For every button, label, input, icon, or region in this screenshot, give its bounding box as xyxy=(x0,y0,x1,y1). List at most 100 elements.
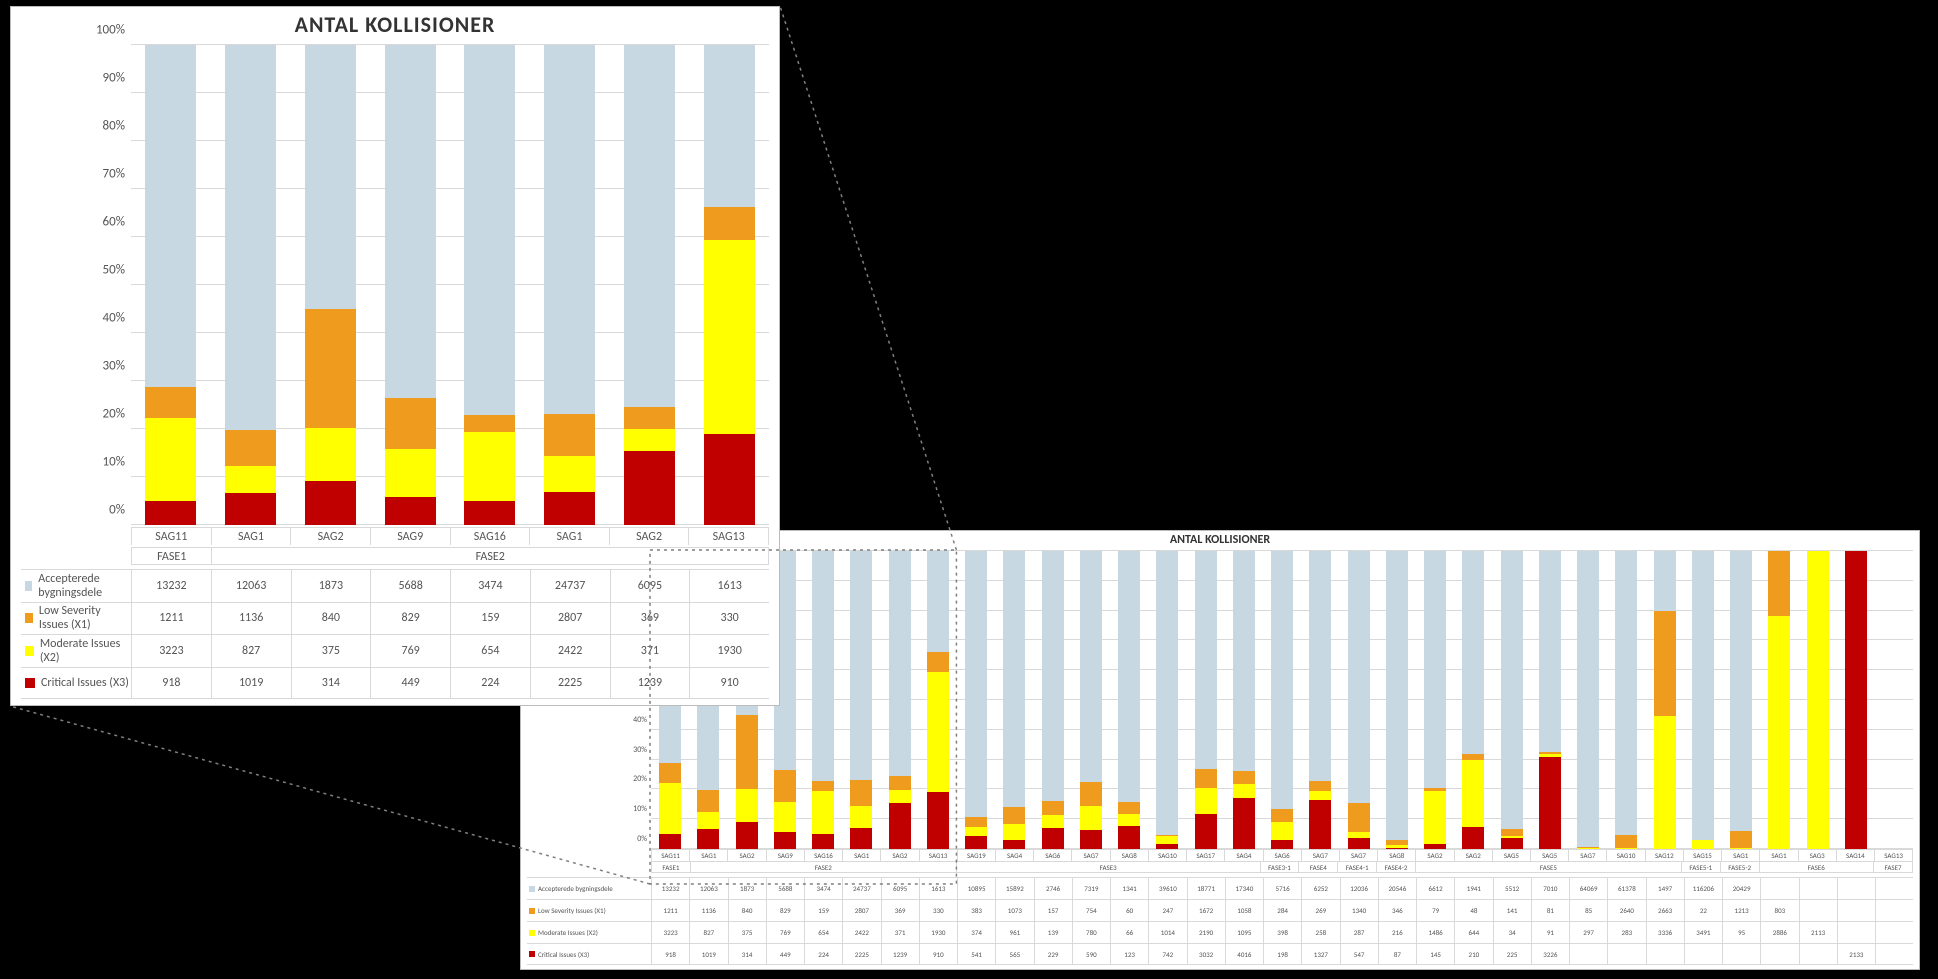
table-cell: 541 xyxy=(957,943,995,965)
bar-seg-moderate xyxy=(697,812,719,828)
bar-seg-low xyxy=(850,780,872,806)
bar-seg-low xyxy=(544,414,595,456)
bar xyxy=(1883,551,1905,849)
table-cell: 1019 xyxy=(211,667,291,700)
bar-seg-accepted xyxy=(1003,551,1025,807)
table-cell: 1211 xyxy=(651,899,689,921)
bar-seg-moderate xyxy=(624,429,675,451)
bar-seg-low xyxy=(927,652,949,673)
bar-seg-moderate xyxy=(544,456,595,492)
table-cell: 4016 xyxy=(1225,943,1263,965)
bar-seg-moderate xyxy=(965,827,987,836)
detail-chart-plot: 0%10%20%30%40%50%60%70%80%90%100% xyxy=(131,45,769,525)
table-cell: 141 xyxy=(1493,899,1531,921)
bar-seg-moderate xyxy=(889,790,911,804)
table-cell: 66 xyxy=(1110,921,1148,943)
table-cell: 918 xyxy=(651,943,689,965)
x-label: SAG11 xyxy=(131,527,212,545)
table-cell: 910 xyxy=(919,943,957,965)
table-cell xyxy=(1837,899,1875,921)
x-label: SAG11 xyxy=(651,849,690,861)
table-cell: 87 xyxy=(1378,943,1416,965)
legend-label: Critical Issues (X3) xyxy=(538,950,589,959)
table-cell: 79 xyxy=(1416,899,1454,921)
bar-seg-critical xyxy=(774,832,796,849)
bar-seg-moderate xyxy=(1386,845,1408,848)
table-cell: 3336 xyxy=(1646,921,1684,943)
x-label: SAG7 xyxy=(1302,849,1340,861)
table-cell xyxy=(1684,943,1722,965)
bar-seg-moderate xyxy=(927,672,949,792)
bar-seg-critical xyxy=(385,497,436,525)
x-label: SAG15 xyxy=(1684,849,1722,861)
bar-seg-moderate xyxy=(225,466,276,492)
table-cell: 1672 xyxy=(1187,899,1225,921)
bar-seg-critical xyxy=(1348,838,1370,849)
bar-seg-moderate xyxy=(1768,616,1790,849)
bar xyxy=(1386,551,1408,849)
table-cell: 565 xyxy=(995,943,1033,965)
table-row-header: Moderate Issues (X2) xyxy=(527,921,651,943)
table-cell: 95 xyxy=(1722,921,1760,943)
bar-seg-moderate xyxy=(1042,815,1064,828)
table-cell: 1213 xyxy=(1722,899,1760,921)
x-label: SAG7 xyxy=(1569,849,1607,861)
x-label: SAG17 xyxy=(1187,849,1225,861)
legend-swatch xyxy=(25,613,33,623)
table-cell xyxy=(1875,877,1913,899)
bar-seg-moderate xyxy=(1807,551,1829,849)
x-label: SAG2 xyxy=(1455,849,1493,861)
x-label: SAG2 xyxy=(728,849,766,861)
bar-seg-accepted xyxy=(1233,551,1255,771)
table-cell: 398 xyxy=(1263,921,1301,943)
bar-seg-low xyxy=(385,398,436,449)
table-cell: 224 xyxy=(450,667,530,700)
table-row-header: Accepterede bygningsdele xyxy=(21,569,131,602)
table-cell: 1136 xyxy=(211,602,291,635)
legend-swatch xyxy=(25,678,35,688)
table-cell: 229 xyxy=(1034,943,1072,965)
x-label: SAG4 xyxy=(1225,849,1263,861)
phase-label: FASE2 xyxy=(691,861,957,873)
bar xyxy=(927,551,949,849)
table-cell: 314 xyxy=(728,943,766,965)
table-cell: 827 xyxy=(211,634,291,667)
bar-seg-low xyxy=(704,207,755,240)
table-row-header: Critical Issues (X3) xyxy=(21,667,131,700)
table-cell: 1211 xyxy=(131,602,211,635)
bar-seg-critical xyxy=(1003,840,1025,849)
bar-seg-low xyxy=(889,776,911,790)
bar-seg-moderate xyxy=(774,802,796,832)
bar-seg-moderate xyxy=(1156,836,1178,843)
bar xyxy=(1118,551,1140,849)
table-cell: 17340 xyxy=(1225,877,1263,899)
table-cell xyxy=(1875,921,1913,943)
bar-seg-moderate xyxy=(1118,814,1140,826)
table-cell: 12063 xyxy=(689,877,727,899)
table-cell: 6095 xyxy=(610,569,690,602)
table-cell: 2113 xyxy=(1799,921,1837,943)
bar xyxy=(1807,551,1829,849)
table-cell: 1327 xyxy=(1301,943,1339,965)
phase-label: FASE4-2 xyxy=(1377,861,1416,873)
table-cell: 2886 xyxy=(1760,921,1798,943)
bar-seg-critical xyxy=(305,481,356,525)
bar-seg-low xyxy=(624,407,675,429)
bar-seg-low xyxy=(1730,831,1752,848)
legend-swatch xyxy=(25,581,32,591)
table-cell xyxy=(1722,943,1760,965)
overview-data-table: Accepterede bygningsdele1323212063187356… xyxy=(527,877,1913,965)
table-cell: 24737 xyxy=(530,569,610,602)
bar xyxy=(704,45,755,525)
bar-seg-critical xyxy=(1309,800,1331,849)
table-cell: 6095 xyxy=(881,877,919,899)
table-cell: 34 xyxy=(1493,921,1531,943)
x-label: SAG5 xyxy=(1493,849,1531,861)
bar-seg-critical xyxy=(965,836,987,849)
bar-seg-moderate xyxy=(1195,788,1217,813)
x-label: SAG6 xyxy=(1034,849,1072,861)
bar-seg-accepted xyxy=(1462,551,1484,754)
table-cell: 840 xyxy=(291,602,371,635)
bar-seg-low xyxy=(1309,781,1331,791)
table-cell: 2807 xyxy=(842,899,880,921)
